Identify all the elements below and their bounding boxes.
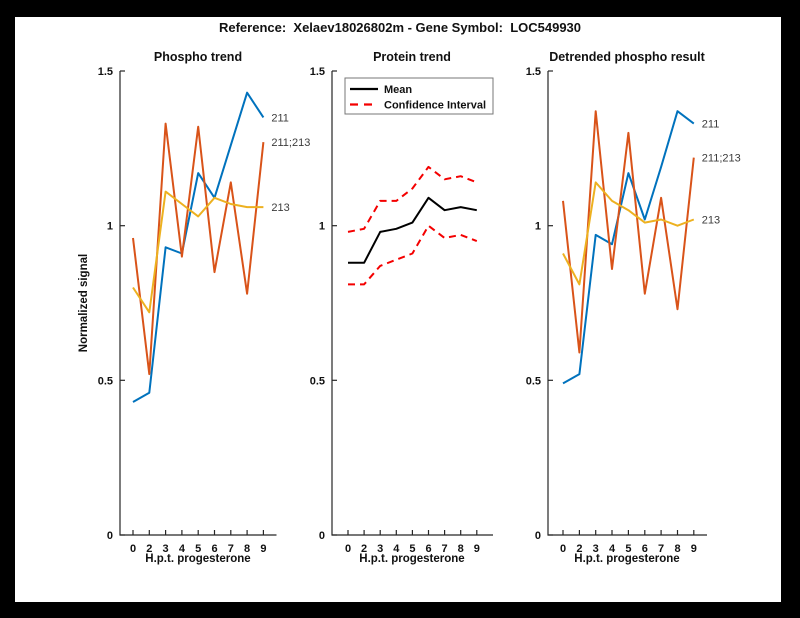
x-tick-label: 0 [560,543,566,555]
x-tick-label: 7 [442,543,448,555]
x-tick-label: 7 [658,543,664,555]
subplot-title-protein-trend: Protein trend [373,50,451,64]
legend-label: Confidence Interval [384,100,486,112]
x-tick-label: 7 [228,543,234,555]
series-end-label-211: 211 [702,119,720,131]
series-line-211;213 [132,122,265,376]
axis-spine [331,71,493,536]
y-tick-label: 1 [535,221,541,233]
series-line-Confidence Interval lower [348,224,478,286]
x-tick-label: 2 [576,543,582,555]
x-tick-label: 6 [211,543,217,555]
x-tick-label: 9 [260,543,266,555]
series-line-213 [562,181,695,286]
x-tick-label: 5 [625,543,631,555]
series-end-label-213: 213 [702,215,720,227]
y-axis-label: Normalized signal [78,253,90,353]
x-tick-label: 5 [195,543,201,555]
legend-box [344,77,494,115]
x-tick-label: 6 [642,543,648,555]
y-tick-label: 1.5 [526,66,541,78]
x-tick-label: 9 [474,543,480,555]
x-tick-label: 6 [425,543,431,555]
y-tick-label: 1 [107,221,113,233]
x-tick-label: 5 [409,543,415,555]
x-tick-label: 8 [674,543,680,555]
x-tick-label: 4 [609,543,616,555]
x-tick-label: 4 [179,543,186,555]
x-tick-label: 0 [130,543,136,555]
series-end-label-213: 213 [271,202,289,214]
subplot-title-phospho-trend: Phospho trend [153,50,243,64]
x-axis-label-1: H.p.t. progesterone [145,553,251,565]
x-tick-label: 2 [146,543,152,555]
x-tick-label: 3 [377,543,383,555]
x-tick-label: 4 [393,543,400,555]
x-tick-label: 8 [458,543,464,555]
series-end-label-211;213: 211;213 [702,153,741,165]
x-axis-label-3: H.p.t. progesterone [574,553,680,565]
x-tick-label: 8 [244,543,250,555]
series-line-211 [132,91,265,403]
series-line-211;213 [562,110,695,354]
x-tick-label: 3 [163,543,169,555]
x-tick-label: 0 [345,543,351,555]
series-line-Confidence Interval upper [347,165,478,233]
x-axis-label-2: H.p.t. progesterone [359,553,465,565]
y-tick-label: 0 [535,530,541,542]
figure-title: Reference: Xelaev18026802m - Gene Symbol… [218,20,582,35]
series-line-211 [562,110,695,385]
y-tick-label: 0.5 [526,375,541,387]
legend-label: Mean [384,84,412,96]
y-tick-label: 0.5 [310,375,325,387]
series-end-label-211;213: 211;213 [271,137,310,149]
series-line-213 [132,190,264,314]
y-tick-label: 1.5 [98,66,113,78]
series-end-label-211: 211 [271,112,289,124]
y-tick-label: 0 [319,530,325,542]
x-tick-label: 3 [593,543,599,555]
y-tick-label: 0.5 [98,375,113,387]
y-tick-label: 1 [319,221,325,233]
x-tick-label: 2 [361,543,367,555]
series-line-Mean [348,196,477,264]
subplot-title-detrended-phospho: Detrended phospho result [549,50,705,64]
y-tick-label: 1.5 [310,66,325,78]
y-tick-label: 0 [107,530,113,542]
x-tick-label: 9 [691,543,697,555]
